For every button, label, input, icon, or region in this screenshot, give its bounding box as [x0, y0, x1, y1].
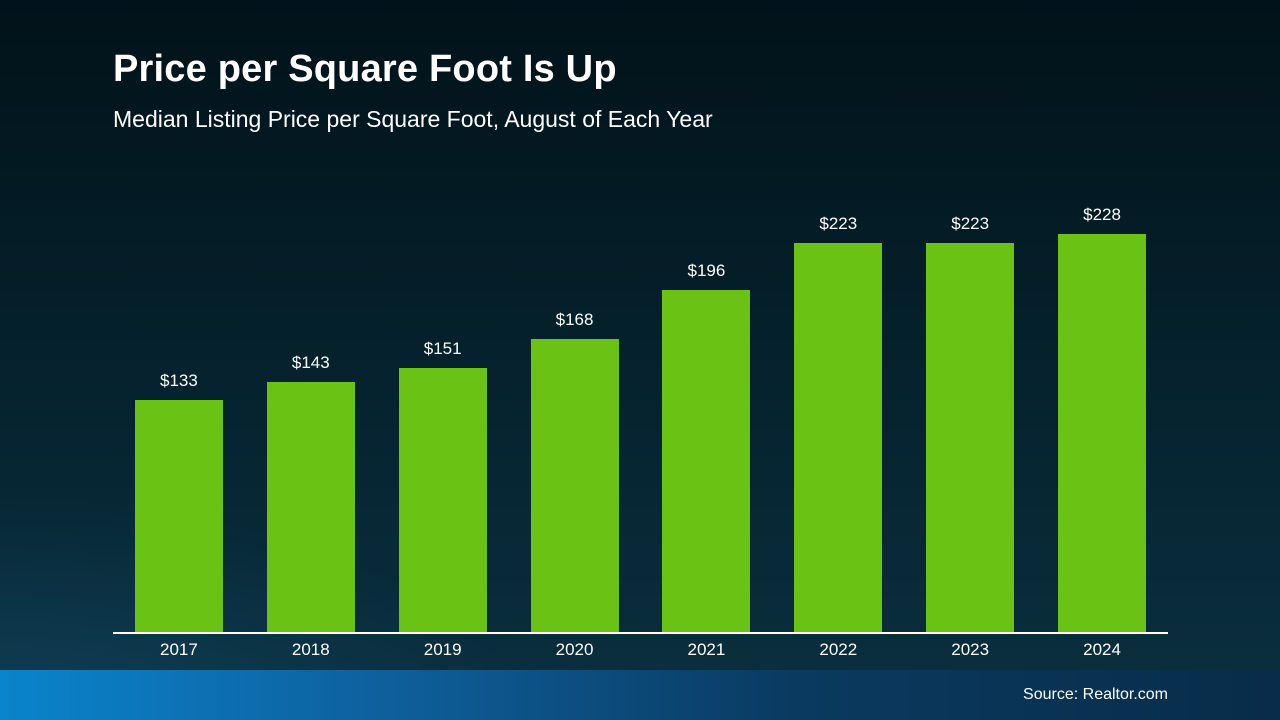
x-axis-label: 2019 — [423, 640, 462, 659]
bar-value-label: $223 — [951, 214, 990, 233]
footer-bar: Source: Realtor.com — [0, 670, 1280, 720]
bar-value-label: $168 — [555, 310, 594, 329]
x-axis-label: 2021 — [687, 640, 726, 659]
page-subtitle: Median Listing Price per Square Foot, Au… — [113, 106, 713, 132]
x-axis-label: 2018 — [291, 640, 330, 659]
bar-value-label: $196 — [687, 261, 726, 280]
bar-value-label: $223 — [819, 214, 858, 233]
bar — [398, 368, 487, 632]
bar — [134, 400, 223, 632]
bar-column: $228 — [1036, 205, 1168, 632]
bar-chart-plot: $133 $143 $151 $168 $196 $223 $223 $228 — [113, 180, 1168, 632]
bar — [530, 339, 619, 632]
bar-column: $151 — [377, 339, 509, 632]
x-axis-label: 2023 — [951, 640, 990, 659]
bar-column: $223 — [904, 214, 1036, 632]
bar-column: $223 — [772, 214, 904, 632]
bar-value-label: $133 — [160, 371, 198, 390]
bar — [266, 382, 355, 632]
x-axis-label: 2017 — [160, 640, 198, 659]
bar-column: $168 — [509, 310, 641, 632]
bar-value-label: $228 — [1083, 205, 1121, 224]
bar-column: $143 — [245, 353, 377, 632]
bar-chart: $133 $143 $151 $168 $196 $223 $223 $228 — [113, 180, 1168, 634]
bar-value-label: $143 — [291, 353, 330, 372]
bar-column: $133 — [113, 371, 245, 632]
source-attribution: Source: Realtor.com — [1023, 686, 1168, 703]
bar-column: $196 — [641, 261, 773, 632]
x-axis: 2017 2018 2019 2020 2021 2022 2023 2024 — [113, 640, 1168, 660]
bar — [1058, 234, 1147, 632]
page-title: Price per Square Foot Is Up — [113, 48, 617, 90]
x-axis-label: 2022 — [819, 640, 858, 659]
bar-value-label: $151 — [423, 339, 462, 358]
bar — [662, 290, 751, 632]
bar — [794, 243, 883, 632]
bar — [926, 243, 1015, 632]
x-axis-label: 2024 — [1083, 640, 1121, 659]
x-axis-label: 2020 — [555, 640, 594, 659]
